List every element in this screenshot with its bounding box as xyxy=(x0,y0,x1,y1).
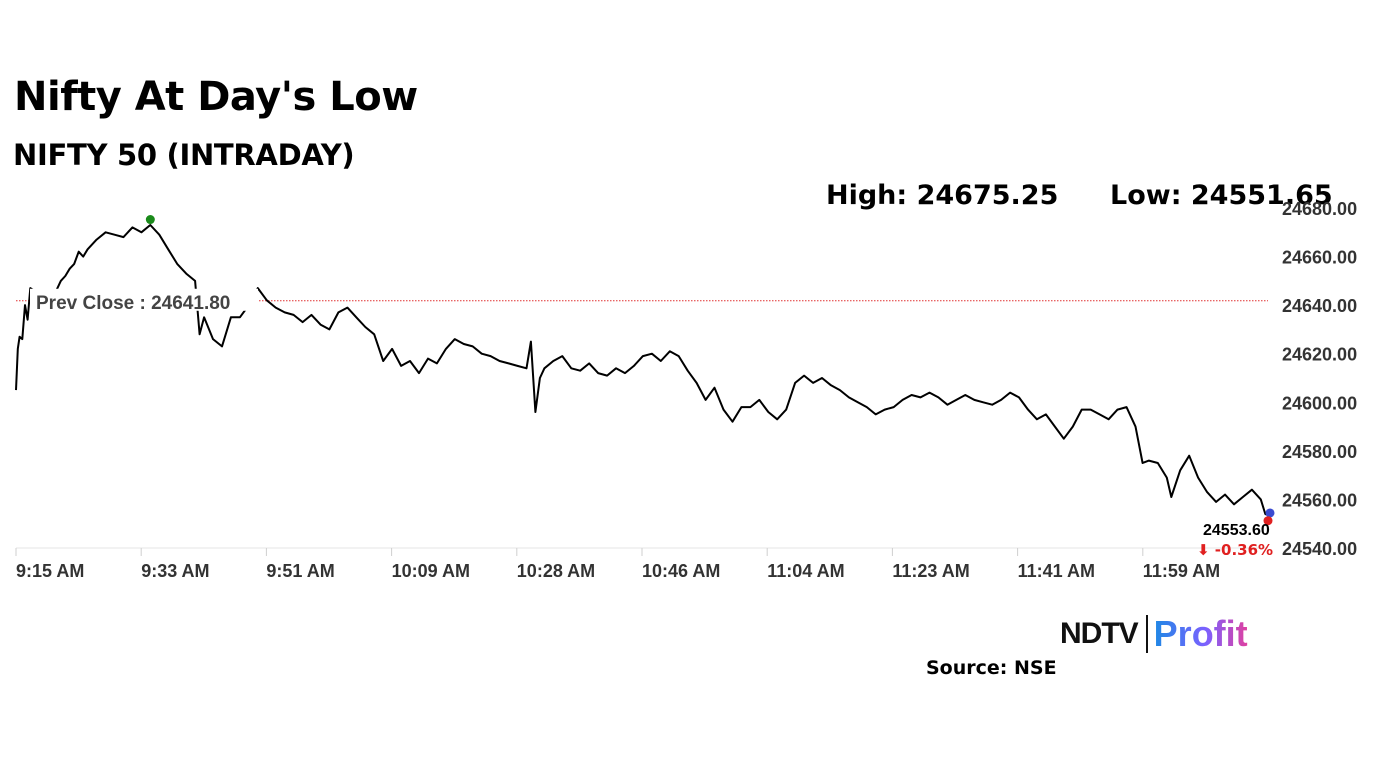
x-tick-label: 11:41 AM xyxy=(1018,561,1095,581)
x-tick-label: 11:59 AM xyxy=(1143,561,1220,581)
series-line xyxy=(15,224,1269,516)
x-tick-label: 10:28 AM xyxy=(517,561,595,581)
prev-close-label-bg xyxy=(30,288,258,311)
y-tick-label: 24640.00 xyxy=(1282,296,1357,316)
y-tick-label: 24540.00 xyxy=(1282,539,1357,559)
x-tick-label: 9:51 AM xyxy=(266,561,334,581)
high-marker xyxy=(145,215,155,225)
last-price-label: 24553.60 xyxy=(1203,522,1270,539)
x-tick-label: 11:23 AM xyxy=(892,561,969,581)
chart-title: Nifty At Day's Low xyxy=(14,74,418,120)
x-tick-label: 10:09 AM xyxy=(392,561,470,581)
logo-ndtv-text: NDTV xyxy=(1060,617,1139,650)
y-tick-label: 24680.00 xyxy=(1282,199,1357,219)
x-tick-label: 9:33 AM xyxy=(141,561,209,581)
prev-close-label: Prev Close : 24641.80 xyxy=(36,293,230,314)
source-note: Source: NSE xyxy=(926,657,1057,679)
y-tick-label: 24620.00 xyxy=(1282,345,1357,365)
x-tick-label: 9:15 AM xyxy=(16,561,84,581)
chart-subtitle: NIFTY 50 (INTRADAY) xyxy=(13,138,355,172)
last-price-marker xyxy=(1265,508,1275,518)
y-tick-label: 24560.00 xyxy=(1282,490,1357,510)
x-tick-label: 11:04 AM xyxy=(767,561,844,581)
change-label: ⬇ -0.36% xyxy=(1197,541,1273,559)
logo-profit-text: Profit xyxy=(1153,613,1248,654)
logo-separator xyxy=(1145,615,1148,653)
low-marker xyxy=(1263,516,1273,526)
y-tick-label: 24600.00 xyxy=(1282,393,1357,413)
high-label: High: 24675.25 xyxy=(826,180,1059,211)
y-tick-label: 24660.00 xyxy=(1282,248,1357,268)
low-label: Low: 24551.65 xyxy=(1110,180,1333,211)
x-tick-label: 10:46 AM xyxy=(642,561,720,581)
y-tick-label: 24580.00 xyxy=(1282,442,1357,462)
ndtv-profit-logo: NDTV Profit xyxy=(1060,612,1248,656)
